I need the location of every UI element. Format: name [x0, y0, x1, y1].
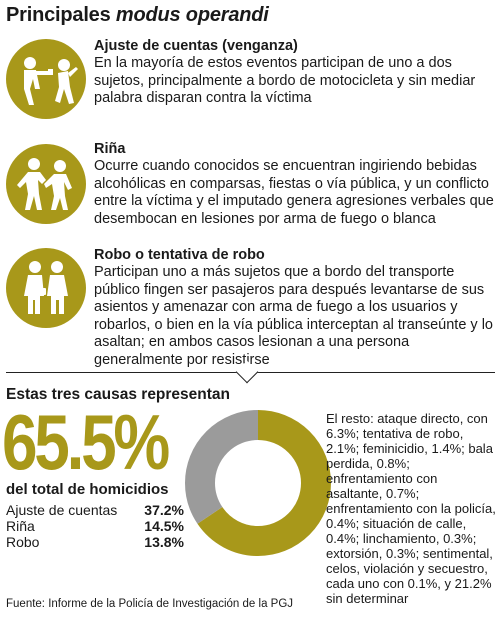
item-text: Ajuste de cuentas (venganza) En la mayor… — [94, 37, 495, 108]
breakdown-label: Ajuste de cuentas — [6, 502, 118, 518]
breakdown-value: 14.5% — [144, 518, 184, 534]
breakdown-row: Ajuste de cuentas 37.2% — [6, 502, 184, 518]
shooting-icon — [6, 39, 86, 119]
donut-slice-1 — [185, 410, 331, 556]
big-percentage: 65.5% — [2, 398, 170, 486]
rest-causes-text: El resto: ataque directo, con 6.3%; tent… — [326, 411, 496, 606]
page-title: Principales modus operandi — [6, 4, 269, 26]
item-title: Robo o tentativa de robo — [94, 247, 265, 263]
big-percentage-label: del total de homicidios — [6, 481, 169, 498]
breakdown-label: Robo — [6, 534, 40, 550]
breakdown-value: 13.8% — [144, 534, 184, 550]
item-body: Participan uno a más sujetos que a bordo… — [94, 264, 493, 368]
item-body: Ocurre cuando conocidos se encuentran in… — [94, 158, 494, 227]
breakdown-label: Riña — [6, 518, 35, 534]
item-text: Riña Ocurre cuando conocidos se encuentr… — [94, 140, 495, 228]
summary-heading: Estas tres causas representan — [6, 386, 231, 403]
robbery-icon — [6, 248, 86, 328]
item-body: En la mayoría de estos eventos participa… — [94, 55, 476, 107]
donut-svg — [185, 410, 331, 556]
breakdown-list: Ajuste de cuentas 37.2% Riña 14.5% Robo … — [6, 502, 184, 550]
fight-icon — [6, 144, 86, 224]
item-title: Ajuste de cuentas (venganza) — [94, 38, 298, 54]
breakdown-row: Robo 13.8% — [6, 534, 184, 550]
breakdown-row: Riña 14.5% — [6, 518, 184, 534]
item-text: Robo o tentativa de robo Participan uno … — [94, 246, 495, 370]
breakdown-value: 37.2% — [144, 502, 184, 518]
donut-chart — [183, 408, 333, 558]
item-title: Riña — [94, 141, 126, 157]
source-note: Fuente: Informe de la Policía de Investi… — [6, 598, 294, 610]
